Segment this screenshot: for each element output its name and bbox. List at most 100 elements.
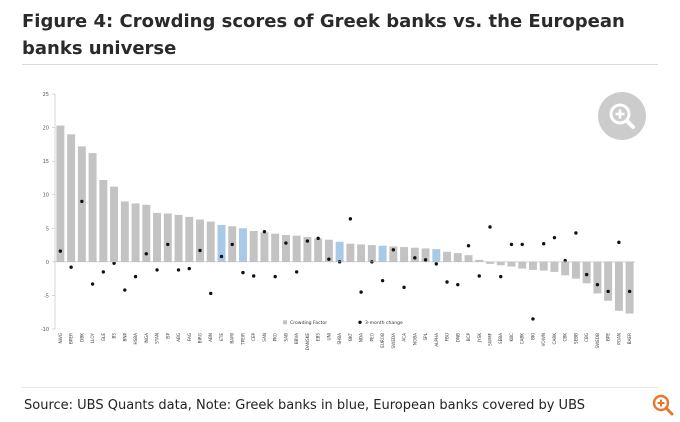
change-dot [69,265,73,269]
bar [196,219,204,262]
bar [238,228,247,262]
bar [410,247,419,262]
category-label: SWMF [488,332,493,345]
change-dot [627,289,632,294]
category-label: BNP [122,333,127,342]
bar [206,221,215,262]
category-label: UNI [326,333,331,340]
change-dot [58,249,63,253]
bar [67,134,76,262]
category-label: BPE [606,333,611,341]
change-dot [542,242,546,246]
category-label: NWG [58,333,63,344]
change-dot [176,268,181,272]
category-label: ABN [208,333,213,342]
bar [99,179,108,262]
bar [539,261,548,271]
category-label: BKT [348,333,353,341]
category-label: CBK [563,333,568,342]
change-dot [80,199,84,204]
change-dot [595,282,600,287]
category-label: INGA [144,333,149,344]
category-label: SWEDA [391,333,396,349]
change-dot [423,258,428,262]
change-dot [144,252,148,256]
zoom-in-icon[interactable] [650,392,676,418]
change-dot [584,272,589,277]
change-dot [348,217,353,221]
category-label: DANSKE [305,333,310,351]
category-label: KBC [509,333,514,342]
bar [346,243,355,262]
change-dot [563,258,567,263]
legend-label: 3-month change [365,320,403,326]
bar [614,261,623,311]
zoom-in-glyph [652,394,674,416]
category-label: ISP [165,333,170,340]
y-tick-label: -5 [44,293,49,299]
change-dot [166,242,170,247]
bar [550,261,559,272]
change-dot [552,235,557,240]
bar [260,232,269,262]
category-label: SWEDB [595,333,600,349]
category-label: JYSK [477,333,482,343]
change-dot [101,270,106,274]
category-label: STAN [155,333,160,344]
change-dot [606,289,610,294]
bar [314,238,323,262]
bar [443,251,452,262]
change-dot [391,248,396,252]
bar [77,146,86,262]
category-label: BPER [69,333,74,344]
bar [131,203,140,262]
bar [421,248,430,262]
bar [507,261,516,267]
change-dot [187,266,191,271]
change-dot [413,256,417,260]
bar [625,261,634,314]
category-label: BAMI [230,333,235,344]
bar [271,233,280,262]
bar [249,230,258,262]
change-dot [90,282,95,286]
category-label: TPEIR [240,333,245,346]
change-dot [284,241,288,245]
bar [174,214,183,262]
source-note: Source: UBS Quants data, Note: Greek ban… [24,398,586,413]
bar [464,255,473,262]
bar [120,201,129,262]
change-dot [327,257,331,261]
category-label: BAER [627,333,632,344]
bar [56,125,65,262]
category-label: SEBB [573,333,578,344]
zoom-in-icon[interactable] [598,92,646,140]
y-tick-label: 25 [43,92,49,98]
change-dot [123,288,127,292]
change-dot [294,270,299,274]
y-tick-label: 0 [46,260,49,266]
change-dot [262,229,267,234]
category-label: BCP [466,333,471,342]
change-dot [509,242,514,247]
bar [378,245,387,262]
category-label: SPL [423,332,428,340]
category-label: FAG [187,333,192,341]
chart: 25 20 15 10 5 0 -5 -10 NWG BPER DBK LLOY GLE BS BNP HSB… [0,66,680,386]
category-label: DBK [79,333,84,342]
category-label: CBG [584,333,589,342]
bar [453,253,462,262]
bar [486,261,494,264]
change-dot [434,262,438,266]
y-tick-label: 15 [43,159,49,165]
y-tick-label: -10 [41,327,49,333]
bar [110,186,119,262]
chart-svg: 25 20 15 10 5 0 -5 -10 NWG BPER DBK LLOY GLE BS BNP HSB… [41,92,635,351]
bar [163,213,172,262]
change-dot [252,274,256,278]
category-label: PEO [369,332,374,341]
bar [185,216,194,262]
bar [561,261,570,276]
change-dot [133,274,138,279]
category-label: ACA [402,333,407,342]
